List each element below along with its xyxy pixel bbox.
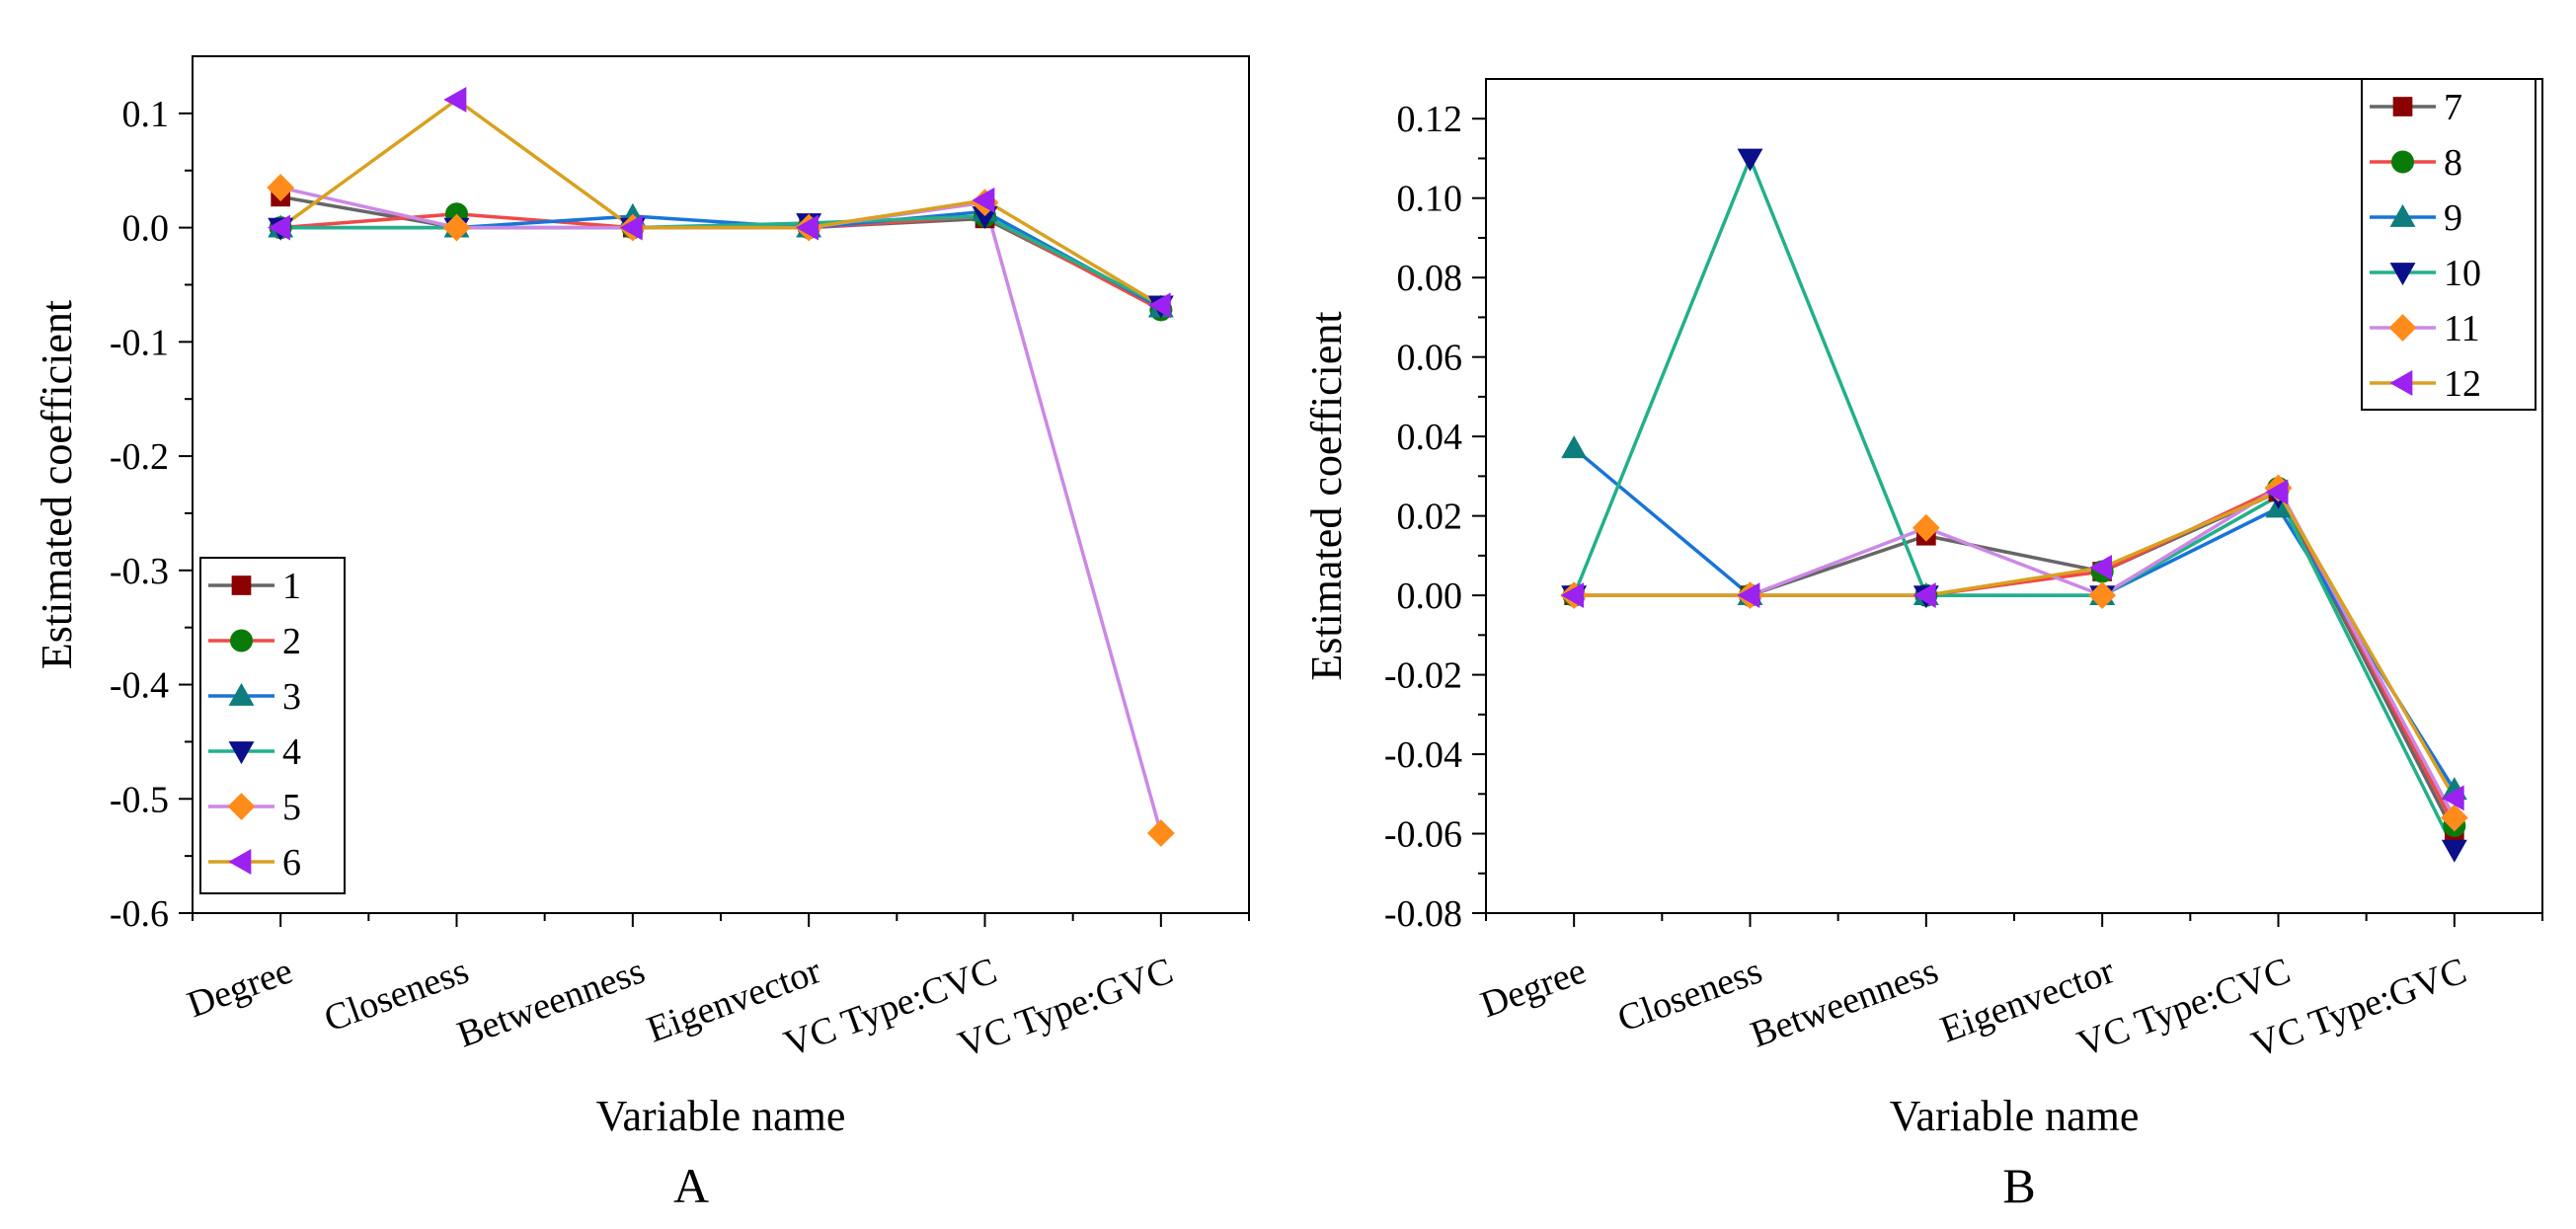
legend-label-11: 11 xyxy=(2444,308,2480,349)
legend-marker-8 xyxy=(2391,150,2414,174)
data-point-series-5 xyxy=(267,174,295,202)
x-axis-title: Variable name xyxy=(596,1092,846,1140)
series-line-10 xyxy=(1572,156,2457,851)
legend-marker-7 xyxy=(2392,97,2413,116)
data-point-series-5 xyxy=(1146,819,1175,847)
y-tick-label: 0.06 xyxy=(1397,338,1463,379)
data-point-series-10 xyxy=(2441,839,2467,863)
legend-label-4: 4 xyxy=(282,731,301,773)
legend-marker-6 xyxy=(228,849,252,875)
legend-marker-9 xyxy=(2389,203,2416,227)
data-point-series-12 xyxy=(2089,554,2113,580)
x-axis-title: Variable name xyxy=(1890,1092,2140,1140)
x-category-label: Degree xyxy=(1475,950,1591,1026)
data-point-series-6 xyxy=(268,214,291,241)
series-line-6 xyxy=(279,98,1162,307)
y-tick-label: 0.04 xyxy=(1397,417,1463,458)
y-tick-label: 0.1 xyxy=(122,94,170,135)
series-line-11 xyxy=(1574,486,2457,819)
series-line-8 xyxy=(1574,486,2457,827)
legend-marker-4 xyxy=(228,741,255,765)
data-point-series-6 xyxy=(443,87,467,113)
y-tick-label: -0.4 xyxy=(110,665,169,707)
data-point-series-6 xyxy=(1147,292,1171,319)
legend-label-10: 10 xyxy=(2444,253,2481,294)
panel-a: -0.6 -0.5 -0.4 -0.3 -0.2 -0.1 0.0 0.1 Degree Clos… xyxy=(33,55,1250,1213)
y-axis-title: Estimated coefficient xyxy=(1302,311,1351,680)
x-category-label: Degree xyxy=(182,950,297,1026)
series-line-7 xyxy=(1574,490,2457,835)
data-point-series-6 xyxy=(972,187,995,213)
legend-marker-2 xyxy=(230,629,253,653)
legend: 7 8 9 10 11 12 xyxy=(2361,78,2537,411)
y-tick-label: 0.00 xyxy=(1397,576,1463,617)
legend-label-8: 8 xyxy=(2444,142,2462,184)
legend-marker-11 xyxy=(2388,314,2417,342)
y-tick-label: 0.10 xyxy=(1397,179,1463,220)
series-line-4 xyxy=(280,214,1162,307)
y-tick-label: -0.1 xyxy=(110,322,169,363)
legend-label-7: 7 xyxy=(2444,87,2462,128)
y-tick-label: -0.06 xyxy=(1384,814,1462,856)
data-point-series-12 xyxy=(1912,582,1936,609)
series-line-1 xyxy=(279,194,1162,310)
data-point-series-6 xyxy=(619,214,643,241)
legend-label-3: 3 xyxy=(282,676,301,718)
y-axis-title: Estimated coefficient xyxy=(33,300,81,669)
y-tick-label: -0.6 xyxy=(110,893,169,935)
legend-marker-3 xyxy=(228,682,255,706)
legend-marker-10 xyxy=(2389,263,2416,286)
legend-label-2: 2 xyxy=(282,621,301,662)
y-tick-label: 0.12 xyxy=(1397,99,1463,140)
data-point-series-12 xyxy=(2265,479,2289,505)
legend-label-9: 9 xyxy=(2444,197,2462,239)
data-point-series-9 xyxy=(1561,435,1588,459)
y-tick-label: -0.2 xyxy=(110,436,169,478)
legend-marker-5 xyxy=(227,793,256,820)
x-category-label: Betweenness xyxy=(452,950,651,1055)
legend-label-5: 5 xyxy=(282,787,301,828)
x-category-label: Closeness xyxy=(1612,950,1767,1039)
y-tick-label: -0.08 xyxy=(1384,893,1462,935)
data-point-series-11 xyxy=(2088,581,2117,610)
panel-label: B xyxy=(2002,1158,2035,1213)
panel-label: A xyxy=(673,1158,709,1213)
data-point-series-12 xyxy=(2441,785,2464,811)
legend-box xyxy=(199,557,346,894)
series-line-12 xyxy=(1574,490,2457,800)
x-category-label: Closeness xyxy=(319,950,474,1039)
data-point-series-6 xyxy=(796,214,820,241)
y-tick-label: 0.08 xyxy=(1397,258,1463,299)
data-point-series-5 xyxy=(442,213,471,242)
data-point-series-10 xyxy=(1737,148,1763,172)
y-tick-label: -0.5 xyxy=(110,779,169,820)
data-point-series-11 xyxy=(2440,804,2468,832)
x-category-label: Betweenness xyxy=(1746,950,1944,1055)
legend-marker-1 xyxy=(231,576,252,595)
legend-box xyxy=(2361,78,2537,411)
data-point-series-12 xyxy=(1561,582,1585,609)
legend-marker-12 xyxy=(2389,370,2413,396)
legend-label-6: 6 xyxy=(282,842,301,883)
series-line-5 xyxy=(279,186,1163,834)
y-tick-label: 0.02 xyxy=(1397,497,1463,538)
y-tick-label: -0.04 xyxy=(1384,734,1462,776)
y-tick-label: -0.02 xyxy=(1384,655,1462,697)
legend-label-1: 1 xyxy=(282,566,301,607)
panel-b: -0.08 -0.06 -0.04 -0.02 0.00 0.02 0.04 0.06 0.08… xyxy=(1302,78,2543,1213)
y-tick-label: -0.3 xyxy=(110,551,169,592)
data-point-series-11 xyxy=(1912,513,1940,542)
y-tick-label: 0.0 xyxy=(122,208,170,250)
series-line-9 xyxy=(1573,446,2457,792)
legend: 1 2 3 4 5 6 xyxy=(199,557,346,894)
legend-label-12: 12 xyxy=(2444,363,2481,405)
data-point-series-12 xyxy=(1737,582,1760,609)
plot-frame xyxy=(192,55,1250,914)
